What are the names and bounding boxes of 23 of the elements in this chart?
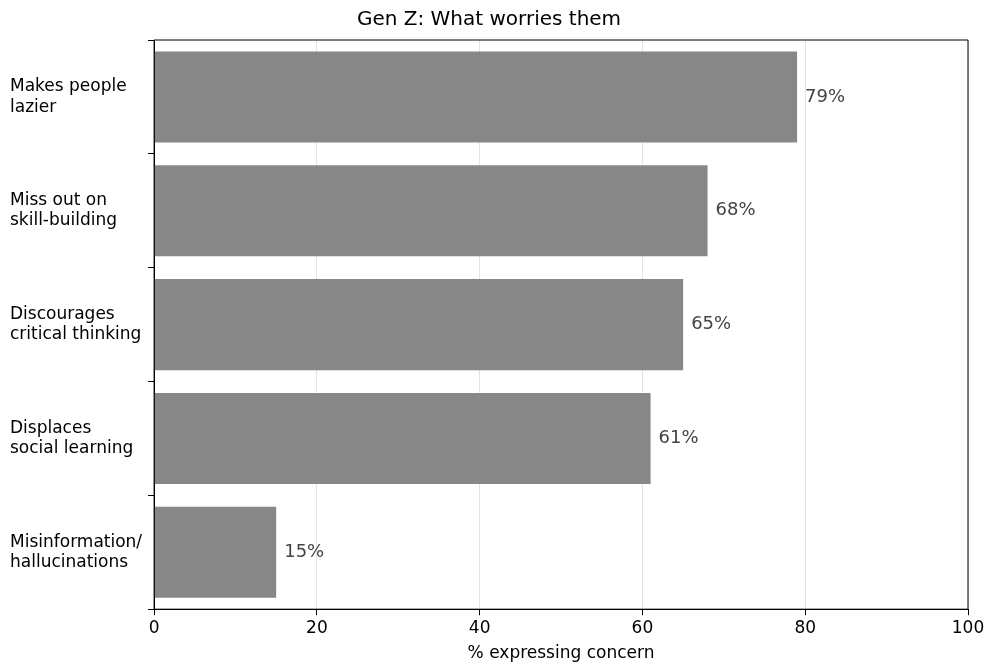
bar <box>154 392 651 484</box>
x-axis-title: % expressing concern <box>467 642 655 663</box>
y-tick-label: Makes people lazier <box>10 75 127 116</box>
data-label: 15% <box>284 539 325 561</box>
y-tick-label: Misinformation/ hallucinations <box>10 530 143 571</box>
bar <box>154 165 708 257</box>
bar <box>154 506 277 598</box>
bar <box>154 51 798 143</box>
data-label: 65% <box>691 312 732 334</box>
data-label: 61% <box>658 426 699 448</box>
y-tick-label: Displaces social learning <box>10 416 134 458</box>
y-tick-label: Discourages critical thinking <box>10 302 142 344</box>
y-tick-label: Miss out on skill-building <box>10 188 118 230</box>
x-tick-label: 40 <box>468 616 491 637</box>
data-label: 79% <box>805 84 846 106</box>
data-label: 68% <box>715 198 756 220</box>
x-tick-label: 60 <box>631 616 654 637</box>
x-tick-label: 80 <box>794 616 817 637</box>
x-tick-label: 0 <box>148 616 160 637</box>
bar <box>154 279 684 371</box>
x-tick-label: 20 <box>306 616 328 637</box>
x-tick-label: 100 <box>951 616 985 637</box>
chart-title: Gen Z: What worries them <box>356 6 622 31</box>
